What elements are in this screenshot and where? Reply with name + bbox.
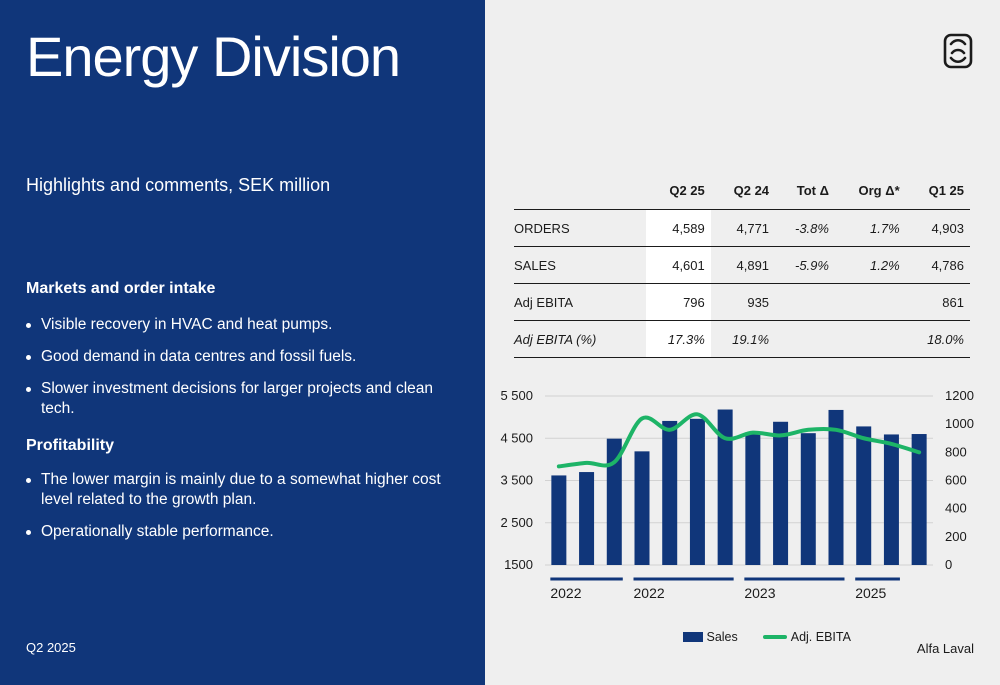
row-label: Adj EBITA — [514, 283, 647, 321]
col-header: Q2 25 — [646, 172, 711, 210]
table-cell — [834, 283, 906, 321]
col-header — [514, 172, 647, 210]
sales-bar — [883, 434, 899, 565]
sales-bar — [606, 438, 622, 565]
row-label: Adj EBITA (%) — [514, 320, 647, 358]
bullet-item: Operationally stable performance. — [26, 522, 446, 542]
sales-bar — [717, 409, 733, 565]
right-panel: Q2 25 Q2 24 Tot Δ Org Δ* Q1 25 ORDERS 4,… — [485, 0, 1000, 685]
table-cell: 4,891 — [710, 246, 776, 284]
table-cell: 4,903 — [905, 209, 970, 247]
sales-bar — [551, 475, 567, 565]
x-year-label: 2023 — [744, 585, 775, 601]
profitability-heading: Profitability — [26, 437, 115, 454]
y-right-tick-label: 200 — [945, 529, 967, 544]
sales-ebita-chart: 5 500 4 500 3 500 2 500 1500 1200 1000 800 600 40… — [500, 388, 974, 601]
table-row: ORDERS 4,589 4,771 -3.8% 1.7% 4,903 — [514, 209, 970, 247]
table-row: Adj EBITA (%) 17.3% 19.1% 18.0% — [514, 320, 970, 358]
left-panel: Energy Division Highlights and comments,… — [0, 0, 485, 685]
sales-bar — [662, 420, 678, 565]
bullet-item: The lower margin is mainly due to a some… — [26, 470, 446, 510]
y-left-tick-label: 4 500 — [500, 430, 533, 445]
sales-bar — [911, 434, 927, 565]
y-right-tick-label: 400 — [945, 501, 967, 516]
x-year-label: 2025 — [855, 585, 886, 601]
table-cell: 796 — [646, 283, 711, 321]
legend-swatch-sales — [683, 631, 703, 642]
table-cell: 861 — [905, 283, 970, 321]
y-right-tick-label: 0 — [945, 557, 952, 572]
x-year-label: 2022 — [550, 585, 581, 601]
table-cell: -5.9% — [775, 246, 835, 284]
col-header: Org Δ* — [834, 172, 906, 210]
col-header: Q2 24 — [710, 172, 776, 210]
footer-brand: Alfa Laval — [916, 641, 974, 656]
sales-bar — [745, 432, 761, 565]
sales-bar — [828, 409, 844, 565]
y-right-tick-label: 800 — [945, 444, 967, 459]
bullet-item: Good demand in data centres and fossil f… — [26, 347, 466, 367]
table-cell: 19.1% — [710, 320, 776, 358]
row-label: SALES — [514, 246, 647, 284]
table-cell — [775, 320, 835, 358]
sales-bar — [689, 418, 705, 565]
col-header: Tot Δ — [775, 172, 835, 210]
sales-bar — [856, 426, 872, 565]
sales-bar — [579, 472, 595, 565]
table-cell — [775, 283, 835, 321]
legend-label-ebita: Adj. EBITA — [790, 629, 851, 644]
profitability-bullets: The lower margin is mainly due to a some… — [26, 470, 446, 554]
table-cell: 4,589 — [646, 209, 711, 247]
kpi-table: Q2 25 Q2 24 Tot Δ Org Δ* Q1 25 ORDERS 4,… — [514, 172, 970, 358]
y-right-tick-label: 1000 — [945, 416, 974, 431]
table-cell: 17.3% — [646, 320, 711, 358]
sales-bar — [634, 451, 650, 565]
ebita-line — [556, 412, 922, 469]
subtitle: Highlights and comments, SEK million — [26, 175, 331, 195]
y-right-tick-label: 1200 — [945, 388, 974, 403]
table-cell: 18.0% — [905, 320, 970, 358]
y-left-tick-label: 5 500 — [500, 388, 533, 403]
sales-bar — [773, 421, 789, 565]
table-cell: 4,786 — [905, 246, 970, 284]
y-left-tick-label: 1500 — [504, 557, 533, 572]
alfa-laval-logo-icon — [943, 33, 973, 69]
sales-bar — [800, 433, 816, 565]
y-left-tick-label: 2 500 — [500, 515, 533, 530]
y-left-tick-label: 3 500 — [500, 473, 533, 488]
table-cell — [834, 320, 906, 358]
chart-legend: Sales Adj. EBITA — [683, 629, 851, 644]
table-cell: 4,601 — [646, 246, 711, 284]
row-label: ORDERS — [514, 209, 647, 247]
table-cell: 1.7% — [834, 209, 906, 247]
y-right-tick-label: 600 — [945, 473, 967, 488]
col-header: Q1 25 — [905, 172, 970, 210]
markets-heading: Markets and order intake — [26, 280, 216, 297]
bullet-item: Visible recovery in HVAC and heat pumps. — [26, 315, 466, 335]
table-row: Adj EBITA 796 935 861 — [514, 283, 970, 321]
page-title: Energy Division — [26, 25, 401, 88]
legend-label-sales: Sales — [706, 629, 738, 644]
table-row: SALES 4,601 4,891 -5.9% 1.2% 4,786 — [514, 246, 970, 284]
table-cell: 4,771 — [710, 209, 776, 247]
x-year-label: 2022 — [634, 585, 665, 601]
legend-swatch-ebita — [763, 634, 788, 639]
bullet-item: Slower investment decisions for larger p… — [26, 379, 466, 419]
markets-bullets: Visible recovery in HVAC and heat pumps.… — [26, 315, 466, 431]
table-header-row: Q2 25 Q2 24 Tot Δ Org Δ* Q1 25 — [514, 172, 970, 210]
table-cell: 935 — [710, 283, 776, 321]
table-cell: 1.2% — [834, 246, 906, 284]
table-cell: -3.8% — [775, 209, 835, 247]
footer-period: Q2 2025 — [26, 640, 76, 655]
